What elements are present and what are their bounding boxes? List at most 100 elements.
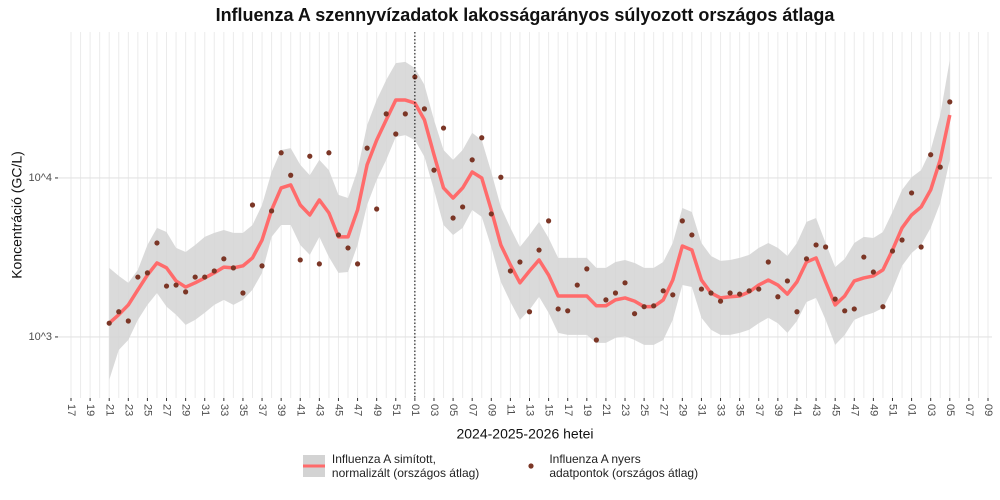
data-point xyxy=(173,282,179,288)
y-axis-title: Koncentráció (GC/L) xyxy=(9,151,25,279)
data-point xyxy=(230,265,236,271)
data-point xyxy=(450,215,456,221)
data-point xyxy=(765,259,771,265)
data-point xyxy=(670,292,676,298)
x-tick-label: 27 xyxy=(657,404,669,416)
data-point xyxy=(574,282,580,288)
data-point xyxy=(679,218,685,224)
data-point xyxy=(947,99,953,105)
data-point xyxy=(288,172,294,178)
x-tick-label: 23 xyxy=(122,404,134,416)
data-point xyxy=(135,274,141,280)
data-point xyxy=(536,247,542,253)
data-point xyxy=(259,263,265,269)
data-point xyxy=(469,157,475,163)
data-point xyxy=(918,244,924,250)
data-point xyxy=(823,244,829,250)
x-tick-label: 43 xyxy=(313,404,325,416)
data-point xyxy=(803,256,810,262)
data-point xyxy=(660,288,666,294)
data-point xyxy=(584,266,590,272)
x-tick-label: 21 xyxy=(600,404,612,416)
x-tick-label: 43 xyxy=(810,404,822,416)
smoothed-line xyxy=(108,98,952,325)
x-tick-label: 49 xyxy=(867,404,879,416)
legend-label: Influenza A nyers adatpontok (országos á… xyxy=(549,452,699,480)
x-tick-label: 29 xyxy=(676,404,688,416)
data-point xyxy=(383,111,389,117)
data-point xyxy=(498,174,504,180)
data-point xyxy=(354,261,361,267)
data-point xyxy=(727,290,733,296)
data-point xyxy=(851,306,857,312)
data-point xyxy=(192,274,198,280)
y-tick-label: 10^4 xyxy=(28,172,52,184)
x-tick-label: 51 xyxy=(390,404,402,416)
data-point xyxy=(374,206,380,212)
data-point xyxy=(316,261,322,267)
data-point xyxy=(889,248,896,254)
data-point xyxy=(307,153,313,159)
data-point xyxy=(488,211,494,217)
x-tick-label: 17 xyxy=(65,404,77,416)
data-point xyxy=(364,145,370,151)
legend-item: Influenza A nyers adatpontok (országos á… xyxy=(519,452,698,480)
data-point xyxy=(832,296,838,302)
x-tick-label: 37 xyxy=(753,404,765,416)
x-tick-label: 33 xyxy=(715,404,727,416)
data-point xyxy=(546,218,552,224)
legend-key xyxy=(528,463,534,469)
data-point xyxy=(717,298,724,304)
data-point xyxy=(211,268,217,274)
x-tick-label: 09 xyxy=(982,404,994,416)
x-tick-label: 45 xyxy=(333,404,345,416)
x-tick-label: 33 xyxy=(218,404,230,416)
data-point xyxy=(125,318,131,324)
grid xyxy=(58,32,992,398)
x-tick-label: 47 xyxy=(352,404,364,416)
data-point xyxy=(431,167,437,173)
x-tick-label: 01 xyxy=(906,404,918,416)
x-tick-label: 41 xyxy=(791,404,803,416)
legend-key xyxy=(302,455,325,477)
data-point xyxy=(746,288,752,294)
data-point xyxy=(345,245,351,251)
x-axis-title: 2024-2025-2026 hetei xyxy=(456,426,593,442)
data-point xyxy=(622,280,628,286)
data-point xyxy=(612,290,619,296)
x-tick-label: 19 xyxy=(581,404,593,416)
data-point xyxy=(421,106,428,112)
x-tick-label: 13 xyxy=(524,404,536,416)
data-point xyxy=(249,202,256,208)
data-point xyxy=(708,290,714,296)
x-tick-label: 39 xyxy=(275,404,287,416)
data-point xyxy=(870,269,876,275)
x-tick-label: 05 xyxy=(447,404,459,416)
data-point xyxy=(202,274,208,280)
data-point xyxy=(221,256,227,262)
x-tick-label: 37 xyxy=(256,404,268,416)
x-tick-label: 47 xyxy=(848,404,860,416)
x-tick-label: 39 xyxy=(772,404,784,416)
data-point xyxy=(268,208,275,214)
x-tick-label: 29 xyxy=(180,404,192,416)
data-point xyxy=(335,232,342,238)
data-point xyxy=(928,152,934,158)
data-point xyxy=(116,309,122,315)
x-tick-label: 11 xyxy=(504,404,516,415)
x-tick-label: 35 xyxy=(237,404,249,416)
data-point xyxy=(603,297,609,303)
x-tick-label: 21 xyxy=(103,404,115,416)
legend-point xyxy=(528,463,534,469)
data-point xyxy=(784,278,791,284)
x-tick-label: 35 xyxy=(734,404,746,416)
x-tick-label: 07 xyxy=(963,404,975,416)
data-point xyxy=(842,308,848,314)
x-tick-label: 41 xyxy=(294,404,306,416)
data-point xyxy=(240,290,246,296)
data-point xyxy=(899,237,905,243)
x-tick-label: 23 xyxy=(619,404,631,416)
x-tick-label: 51 xyxy=(887,404,899,416)
data-point xyxy=(565,308,571,314)
data-point xyxy=(412,74,418,80)
